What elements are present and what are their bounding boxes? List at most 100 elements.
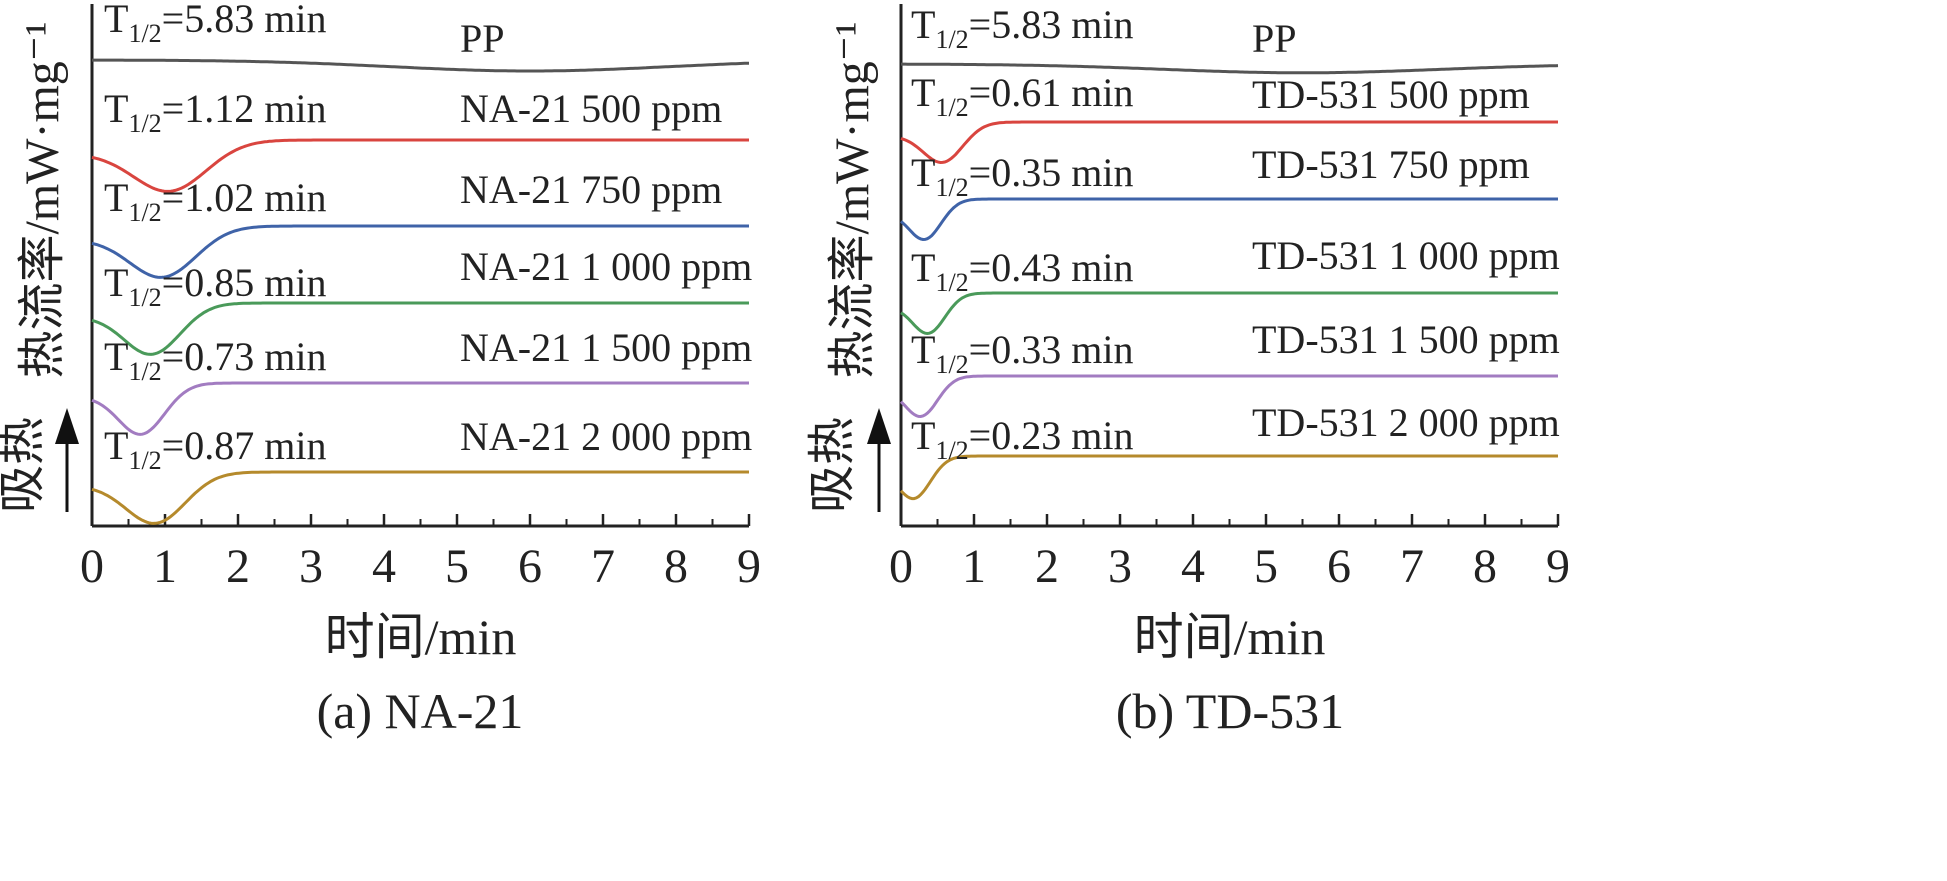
half-time-eq: = (162, 423, 185, 468)
half-time-label: T1/2=0.85 min (104, 260, 326, 312)
half-time-value: 1.12 (184, 86, 254, 131)
half-time-unit: min (254, 86, 326, 131)
x-tick-label: 7 (1400, 540, 1424, 593)
half-time-label: T1/2=0.87 min (104, 423, 326, 475)
half-time-prefix: T (911, 245, 935, 290)
x-tick-label: 4 (372, 540, 396, 593)
x-tick-label: 5 (1254, 540, 1278, 593)
half-time-eq: = (162, 175, 185, 220)
half-time-subscript: 1/2 (935, 25, 968, 54)
series-line (91, 381, 749, 436)
half-time-label: T1/2=0.43 min (911, 245, 1133, 297)
half-time-unit: min (254, 260, 326, 305)
half-time-label: T1/2=0.73 min (104, 334, 326, 386)
x-tick-label: 1 (153, 540, 177, 593)
series-name-label: NA-21 1 000 ppm (460, 244, 752, 289)
series-line (899, 374, 1558, 419)
x-tick-label: 3 (299, 540, 323, 593)
series-name-label: NA-21 500 ppm (460, 86, 722, 131)
half-time-subscript: 1/2 (128, 198, 161, 227)
half-time-subscript: 1/2 (128, 109, 161, 138)
endotherm-label: 吸热 (806, 417, 859, 513)
half-time-subscript: 1/2 (935, 268, 968, 297)
half-time-prefix: T (104, 175, 128, 220)
half-time-eq: = (162, 260, 185, 305)
series-line (91, 301, 749, 356)
y-axis-label: 热流率/mW·mg⁻¹ (16, 21, 69, 378)
half-time-label: T1/2=5.83 min (911, 2, 1133, 54)
chart-panel-1: 0 1 2 3 4 5 6 7 8 9时间/min(a) NA-21热流率/mW·mg⁻¹吸热T1… (0, 0, 761, 739)
series-name-label: PP (1252, 16, 1297, 61)
series-line (92, 58, 749, 73)
half-time-eq: = (969, 327, 992, 372)
half-time-value: 0.33 (991, 327, 1061, 372)
half-time-unit: min (254, 0, 326, 41)
series-line (900, 120, 1558, 165)
half-time-prefix: T (911, 2, 935, 47)
series-line (900, 197, 1558, 242)
half-time-subscript: 1/2 (935, 436, 968, 465)
x-tick-label: 4 (1181, 540, 1205, 593)
half-time-subscript: 1/2 (128, 19, 161, 48)
half-time-eq: = (162, 0, 185, 41)
half-time-subscript: 1/2 (128, 283, 161, 312)
series-name-label: TD-531 750 ppm (1252, 142, 1530, 187)
half-time-value: 5.83 (184, 0, 254, 41)
half-time-prefix: T (104, 260, 128, 305)
half-time-subscript: 1/2 (128, 357, 161, 386)
x-tick-label: 1 (962, 540, 986, 593)
half-time-subscript: 1/2 (128, 446, 161, 475)
series-name-label: TD-531 1 000 ppm (1252, 233, 1560, 278)
series-name-label: NA-21 750 ppm (460, 167, 722, 212)
endotherm-label: 吸热 (0, 417, 49, 513)
half-time-value: 1.02 (184, 175, 254, 220)
half-time-prefix: T (911, 327, 935, 372)
half-time-value: 0.73 (184, 334, 254, 379)
series-line (91, 138, 749, 193)
half-time-prefix: T (911, 70, 935, 115)
half-time-value: 0.35 (991, 150, 1061, 195)
series-line (899, 454, 1558, 501)
half-time-label: T1/2=0.23 min (911, 413, 1133, 465)
half-time-label: T1/2=1.12 min (104, 86, 326, 138)
half-time-value: 0.61 (991, 70, 1061, 115)
half-time-unit: min (1061, 2, 1133, 47)
half-time-subscript: 1/2 (935, 93, 968, 122)
half-time-prefix: T (104, 423, 128, 468)
x-tick-label: 0 (80, 540, 104, 593)
x-axis-label: 时间/min (325, 609, 517, 665)
half-time-subscript: 1/2 (935, 173, 968, 202)
chart-panel-2: 0 1 2 3 4 5 6 7 8 9 时间/min (b) TD-531 热流率/mW·mg⁻¹ 吸热 T… (806, 2, 1570, 739)
half-time-eq: = (969, 70, 992, 115)
half-time-prefix: T (911, 150, 935, 195)
half-time-label: T1/2=0.35 min (911, 150, 1133, 202)
half-time-unit: min (1061, 413, 1133, 458)
half-time-unit: min (254, 334, 326, 379)
half-time-subscript: 1/2 (935, 350, 968, 379)
half-time-prefix: T (911, 413, 935, 458)
series-line (91, 470, 749, 525)
series-name-label: TD-531 500 ppm (1252, 72, 1530, 117)
series-name-label: TD-531 2 000 ppm (1252, 400, 1560, 445)
panel-caption: (b) TD-531 (1116, 683, 1344, 739)
x-tick-label: 8 (664, 540, 688, 593)
half-time-eq: = (969, 150, 992, 195)
half-time-eq: = (969, 413, 992, 458)
half-time-unit: min (1061, 70, 1133, 115)
x-tick-label: 6 (1327, 540, 1351, 593)
series-name-label: TD-531 1 500 ppm (1252, 317, 1560, 362)
panel-caption: (a) NA-21 (317, 683, 524, 739)
series-line (900, 291, 1558, 336)
half-time-unit: min (1061, 327, 1133, 372)
half-time-value: 0.43 (991, 245, 1061, 290)
x-tick-label: 8 (1473, 540, 1497, 593)
half-time-eq: = (969, 245, 992, 290)
half-time-label: T1/2=0.33 min (911, 327, 1133, 379)
x-tick-label: 0 (889, 540, 913, 593)
half-time-unit: min (254, 423, 326, 468)
half-time-label: T1/2=0.61 min (911, 70, 1133, 122)
x-tick-label: 9 (737, 540, 761, 593)
half-time-value: 5.83 (991, 2, 1061, 47)
half-time-eq: = (162, 334, 185, 379)
